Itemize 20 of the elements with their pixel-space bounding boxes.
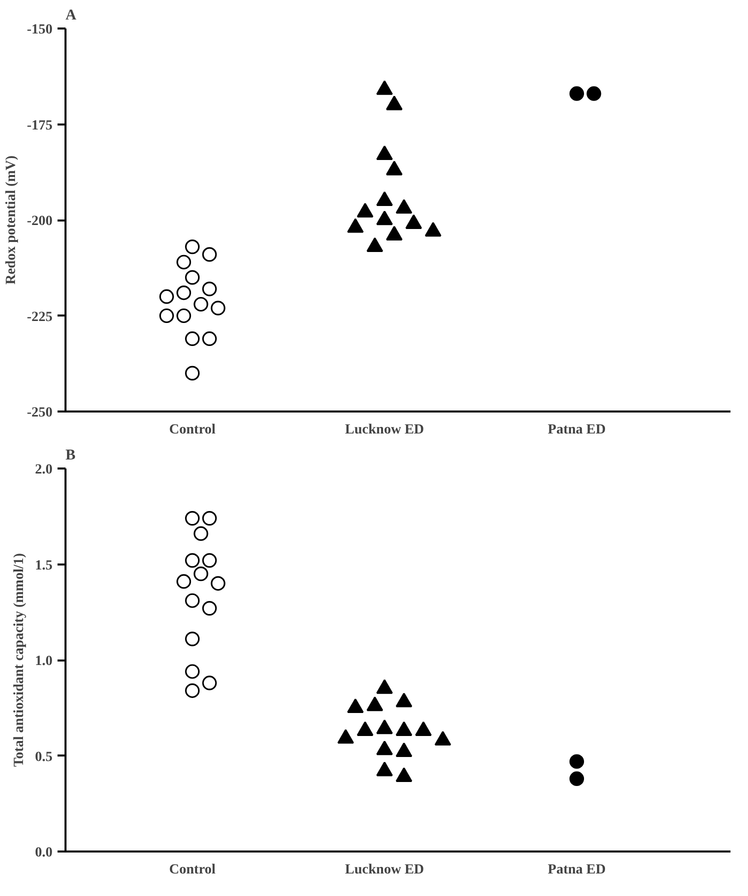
x-tick-label: Patna ED: [548, 862, 606, 878]
y-tick-label: 0.5: [35, 750, 52, 765]
y-tick-label: 2.0: [35, 462, 52, 478]
y-axis-title: Redox potential (mV): [4, 155, 19, 285]
chart-title: B: [66, 448, 76, 464]
x-tick-label: Control: [169, 422, 216, 438]
x-tick-label: Patna ED: [548, 422, 606, 438]
chart-title: A: [66, 8, 76, 24]
x-tick-label: Lucknow ED: [345, 422, 424, 438]
y-tick-label: -200: [26, 214, 53, 229]
y-tick-label: 1.0: [35, 654, 52, 669]
y-tick-label: -150: [26, 22, 53, 38]
y-tick-label: 0.0: [35, 846, 52, 860]
y-tick-label: 1.5: [35, 558, 52, 574]
y-axis-title: Total antioxidant capacity (mmol/1): [12, 552, 27, 767]
y-tick-label: -175: [26, 118, 53, 134]
x-tick-label: Lucknow ED: [345, 862, 424, 878]
y-tick-label: -225: [26, 310, 53, 325]
y-tick-label: -250: [26, 406, 53, 420]
x-tick-label: Control: [169, 862, 216, 878]
